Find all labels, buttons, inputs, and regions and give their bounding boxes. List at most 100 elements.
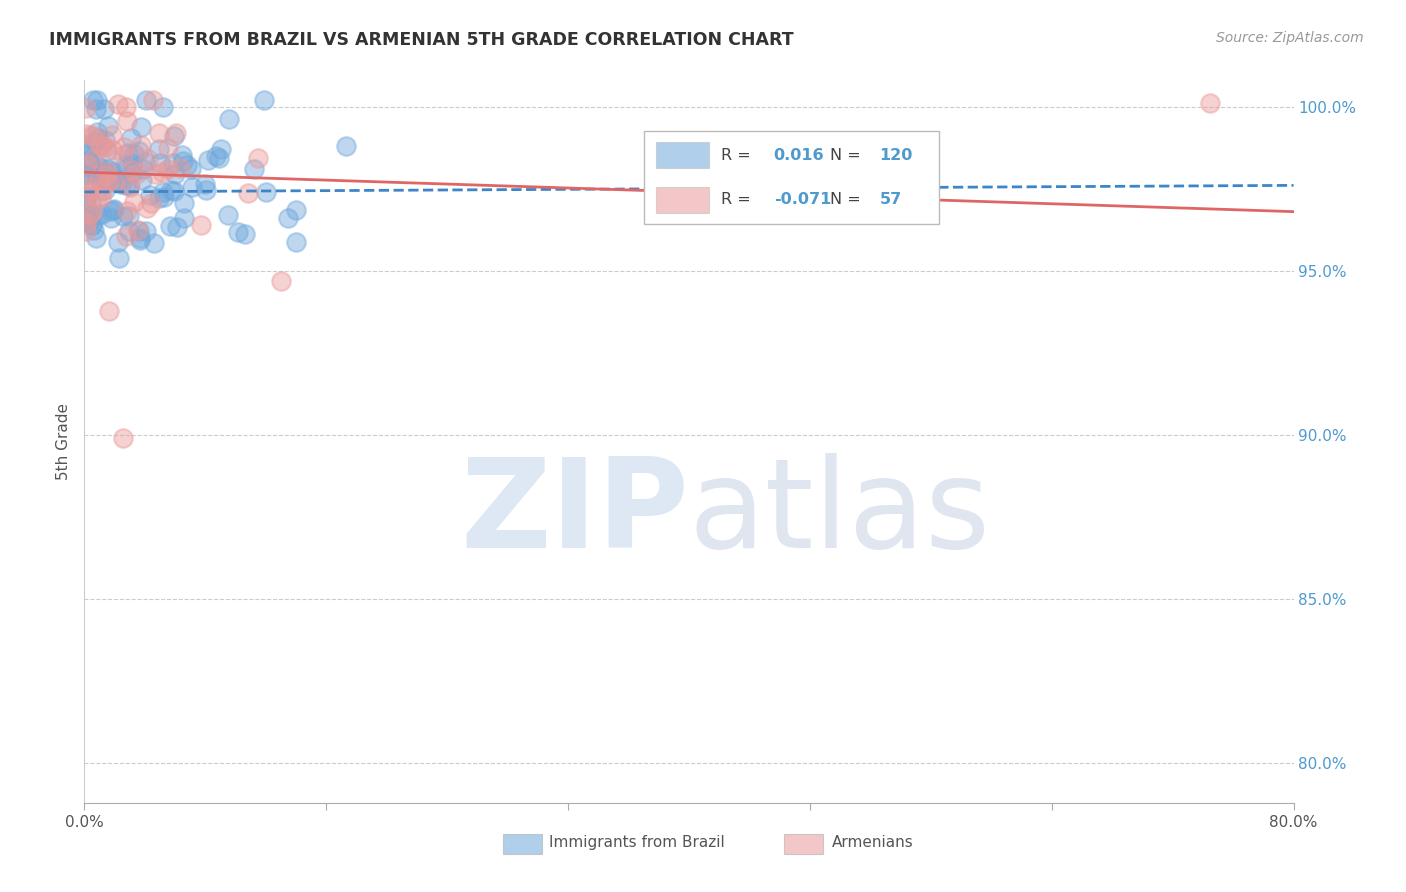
Point (277, 211, 299, 225)
Text: -0.071: -0.071 (773, 192, 831, 207)
Point (163, 167, 186, 181)
Point (118, 224, 141, 238)
Point (125, 167, 148, 181)
Point (84, 231, 107, 245)
Point (80, 143, 103, 157)
Point (86, 125, 108, 139)
Point (80, 205, 103, 219)
Point (127, 223, 149, 237)
Point (135, 93, 157, 107)
Point (122, 147, 145, 161)
Point (94, 133, 117, 147)
Point (108, 173, 131, 187)
Point (208, 151, 231, 165)
Point (180, 162, 202, 177)
Point (254, 185, 277, 199)
Point (97, 119, 120, 133)
Point (135, 224, 157, 238)
Point (77, 154, 100, 169)
Point (103, 202, 125, 217)
Point (86, 164, 108, 178)
Point (209, 143, 232, 157)
Point (97, 162, 120, 177)
Point (79, 207, 101, 221)
Point (75, 187, 97, 202)
Point (129, 231, 152, 245)
Point (120, 130, 142, 145)
Point (107, 97, 129, 112)
Point (77, 144, 100, 158)
Point (181, 180, 204, 194)
Point (150, 165, 173, 179)
Point (97, 165, 120, 179)
Point (90, 169, 112, 184)
Point (165, 126, 187, 140)
Point (197, 153, 219, 168)
Point (83, 164, 105, 178)
Point (166, 220, 188, 235)
Text: N =: N = (830, 192, 860, 207)
Point (114, 229, 136, 244)
Point (82, 218, 104, 232)
Text: Source: ZipAtlas.com: Source: ZipAtlas.com (1216, 31, 1364, 45)
Point (118, 179, 141, 194)
Point (190, 219, 212, 233)
Text: Armenians: Armenians (831, 836, 914, 850)
Point (121, 166, 143, 180)
Point (80, 128, 103, 143)
Point (172, 153, 194, 168)
Text: atlas: atlas (689, 453, 991, 574)
Point (87, 160, 110, 174)
Point (86, 102, 108, 116)
Point (270, 274, 292, 288)
Point (101, 203, 124, 218)
Point (194, 177, 217, 191)
Point (96, 175, 118, 189)
Text: IMMIGRANTS FROM BRAZIL VS ARMENIAN 5TH GRADE CORRELATION CHART: IMMIGRANTS FROM BRAZIL VS ARMENIAN 5TH G… (49, 31, 794, 49)
Point (129, 120, 152, 134)
Point (148, 126, 170, 140)
Point (157, 162, 180, 177)
Point (77, 215, 100, 229)
Point (96, 172, 118, 186)
Point (136, 201, 159, 215)
Point (139, 195, 162, 210)
Point (83, 223, 105, 237)
Point (121, 156, 143, 170)
Point (98, 304, 121, 318)
Point (107, 251, 129, 265)
Point (82, 93, 104, 107)
Point (243, 162, 266, 177)
Point (101, 128, 124, 142)
Text: ZIP: ZIP (460, 453, 689, 574)
Point (75, 138, 97, 153)
Point (86, 190, 108, 204)
Point (152, 185, 174, 199)
Point (335, 139, 357, 153)
Point (75, 101, 97, 115)
Point (89, 137, 111, 152)
Point (131, 138, 153, 153)
Point (110, 177, 132, 191)
Point (233, 227, 256, 241)
Point (128, 233, 150, 247)
Point (173, 211, 195, 225)
Point (285, 203, 308, 218)
Point (94, 177, 117, 191)
Point (94, 140, 117, 154)
Point (117, 160, 139, 174)
Point (111, 431, 134, 445)
Point (75, 127, 97, 141)
Point (90, 138, 112, 153)
Point (169, 161, 191, 175)
Point (176, 158, 198, 172)
Point (89, 173, 111, 187)
Point (143, 235, 166, 250)
Point (194, 183, 217, 197)
Point (115, 203, 138, 218)
Point (114, 157, 136, 171)
Point (157, 141, 180, 155)
Point (76, 212, 98, 227)
Point (83, 166, 105, 180)
Point (100, 203, 122, 218)
